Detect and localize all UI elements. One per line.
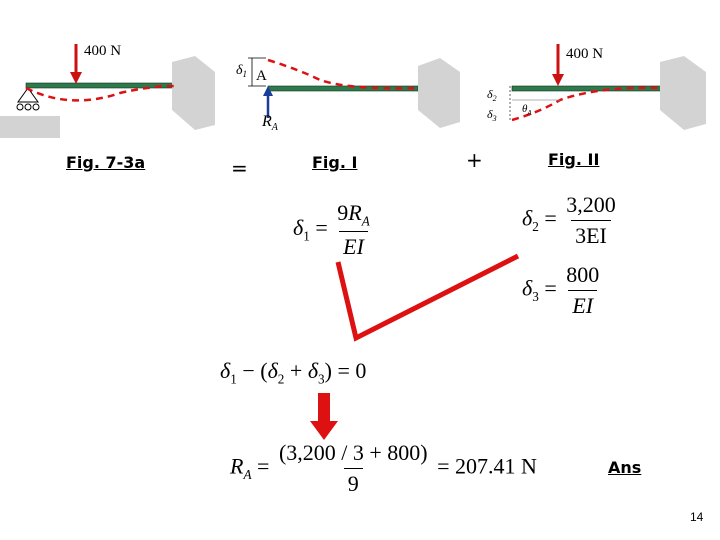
equation-delta1: δ1 = 9RA EI <box>293 200 374 260</box>
point-a-label: A <box>256 68 267 84</box>
fraction-delta3: 800 EI <box>566 262 600 318</box>
down-arrow-shaft <box>318 393 330 423</box>
delta2-label: δ2 <box>487 87 497 103</box>
load-label-7-3a: 400 N <box>84 43 121 59</box>
load-arrowhead-fig-2 <box>552 74 564 86</box>
fraction-delta1: 9RA EI <box>337 200 370 260</box>
ans-label: Ans <box>608 458 642 477</box>
caption-fig-7-3a: Fig. 7-3a <box>66 153 146 172</box>
equation-delta3: δ3 = 800 EI <box>522 262 603 319</box>
floor-block-7-3a <box>0 116 60 138</box>
fig-1-diagram: δ1 A RA <box>236 57 460 133</box>
caption-fig-1: Fig. I <box>312 153 358 172</box>
roller-icon <box>16 103 24 111</box>
result-equation: RA = (3,200 / 3 + 800) 9 = 207.41 N <box>230 440 537 496</box>
deflection-curve-fig-1 <box>267 58 419 90</box>
reaction-arrowhead <box>263 86 273 96</box>
deflection-curve-7-3a <box>25 84 175 102</box>
delta3-label: δ3 <box>487 107 497 123</box>
equation-delta2: δ2 = 3,200 3EI <box>522 192 620 249</box>
deflection-curve-fig-2 <box>511 86 663 122</box>
reaction-label: RA <box>261 113 279 133</box>
fig-7-3a-diagram: 400 N <box>0 43 215 138</box>
page-number: 14 <box>690 510 704 524</box>
compatibility-equation: δ1 − (δ2 + δ3) = 0 <box>220 358 367 387</box>
plus-sign: + <box>466 148 483 172</box>
beam-figures: 400 N δ1 A RA 400 N δ2 δ3 θA <box>0 43 706 138</box>
caption-fig-2: Fig. II <box>548 150 600 169</box>
theta-label: θA <box>522 103 532 117</box>
down-arrow-head <box>310 421 338 440</box>
wall-support-7-3a <box>172 56 215 130</box>
wall-support-fig-2 <box>660 56 706 130</box>
delta1-label: δ1 <box>236 63 247 79</box>
equals-sign: = <box>231 156 248 180</box>
roller-icon <box>24 103 32 111</box>
load-label-fig-2: 400 N <box>566 46 603 62</box>
fraction-delta2: 3,200 3EI <box>566 192 616 248</box>
connector-v-line <box>335 253 520 342</box>
wall-support-fig-1 <box>418 58 460 128</box>
load-arrowhead-7-3a <box>70 72 82 84</box>
fig-2-diagram: 400 N δ2 δ3 θA <box>487 44 706 130</box>
pin-support-icon <box>17 87 39 103</box>
fraction-result: (3,200 / 3 + 800) 9 <box>278 440 428 496</box>
roller-icon <box>32 103 40 111</box>
